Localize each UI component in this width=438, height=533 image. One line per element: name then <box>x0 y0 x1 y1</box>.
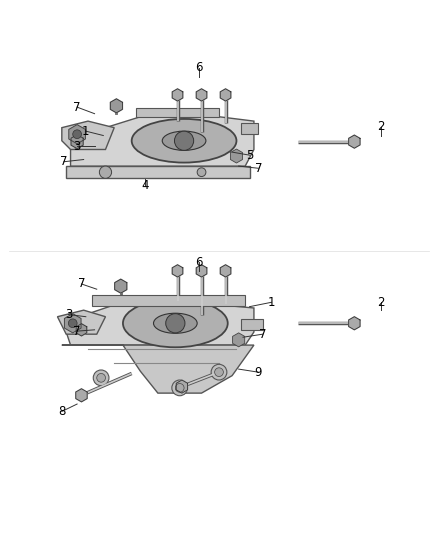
Text: 1: 1 <box>82 125 90 138</box>
Polygon shape <box>172 89 183 101</box>
Polygon shape <box>71 117 254 166</box>
Polygon shape <box>136 108 219 117</box>
Text: 8: 8 <box>58 405 66 418</box>
Polygon shape <box>110 99 123 113</box>
Polygon shape <box>172 265 183 277</box>
Text: 7: 7 <box>78 278 85 290</box>
Text: 1: 1 <box>268 296 275 309</box>
Polygon shape <box>76 389 87 402</box>
Circle shape <box>93 370 109 386</box>
Polygon shape <box>71 135 83 149</box>
Circle shape <box>68 319 77 328</box>
Polygon shape <box>220 265 231 277</box>
Circle shape <box>211 364 227 380</box>
Text: 2: 2 <box>377 296 384 309</box>
Polygon shape <box>241 319 263 330</box>
Circle shape <box>99 166 112 179</box>
Circle shape <box>166 313 185 333</box>
Ellipse shape <box>132 119 237 163</box>
Polygon shape <box>349 135 360 148</box>
Text: 7: 7 <box>259 328 266 341</box>
Polygon shape <box>62 121 114 149</box>
Polygon shape <box>349 317 360 330</box>
Text: 7: 7 <box>73 325 81 337</box>
Circle shape <box>172 380 187 395</box>
Ellipse shape <box>153 313 197 333</box>
Text: 4: 4 <box>141 179 148 192</box>
Polygon shape <box>66 305 254 345</box>
Polygon shape <box>176 380 187 393</box>
Text: 7: 7 <box>73 101 81 114</box>
Polygon shape <box>62 345 254 393</box>
Ellipse shape <box>162 131 206 150</box>
Text: 6: 6 <box>196 61 203 74</box>
Polygon shape <box>115 279 127 293</box>
Circle shape <box>73 130 81 139</box>
Text: 3: 3 <box>65 308 72 321</box>
Text: 3: 3 <box>74 140 81 153</box>
Circle shape <box>197 168 206 176</box>
Circle shape <box>215 368 223 376</box>
Text: 9: 9 <box>254 366 262 378</box>
Text: 5: 5 <box>246 149 253 161</box>
Text: 7: 7 <box>60 155 68 168</box>
Text: 7: 7 <box>254 161 262 175</box>
Polygon shape <box>220 89 231 101</box>
Polygon shape <box>66 166 250 178</box>
Circle shape <box>97 374 106 382</box>
Circle shape <box>174 131 194 150</box>
Ellipse shape <box>123 299 228 348</box>
Polygon shape <box>241 123 258 134</box>
Polygon shape <box>196 265 207 277</box>
Polygon shape <box>92 295 245 306</box>
Polygon shape <box>57 310 106 334</box>
Text: 6: 6 <box>196 256 203 269</box>
Text: 2: 2 <box>377 120 384 133</box>
Polygon shape <box>76 324 87 336</box>
Polygon shape <box>196 89 207 101</box>
Circle shape <box>175 384 184 392</box>
